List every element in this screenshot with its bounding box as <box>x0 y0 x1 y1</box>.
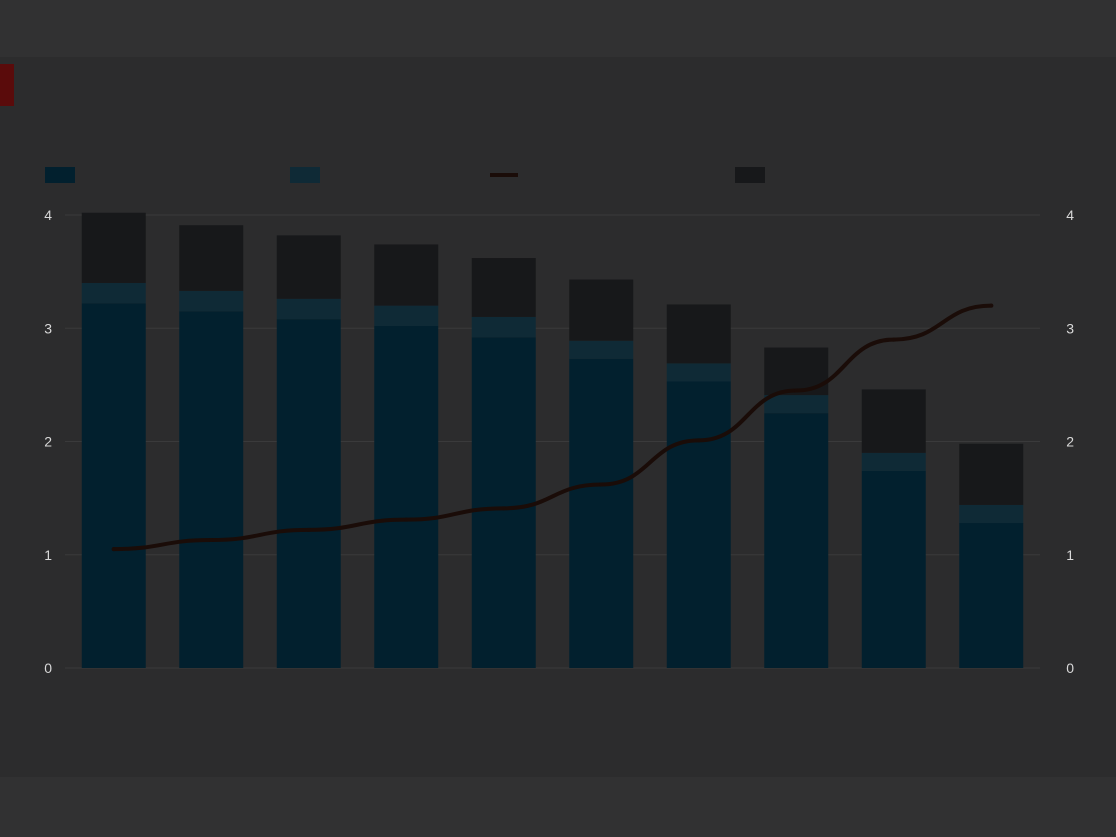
line-point <box>696 438 701 443</box>
accent-marker <box>0 64 14 106</box>
bar-segment-top <box>276 235 341 299</box>
bar-segment-top <box>471 258 536 317</box>
bar-segment-top <box>959 443 1024 505</box>
line-point <box>599 482 604 487</box>
bar-segment-top <box>861 389 926 453</box>
legend-swatch <box>735 167 765 183</box>
y-tick-left: 4 <box>44 207 52 223</box>
bar-segment-main <box>569 358 634 668</box>
line-point <box>404 517 409 522</box>
bar-segment-mid <box>959 504 1024 524</box>
bar-segment-top <box>179 225 244 291</box>
bar-segment-main <box>959 523 1024 668</box>
bar-segment-main <box>764 413 829 668</box>
line-point <box>306 527 311 532</box>
bar-segment-top <box>81 212 146 283</box>
legend-swatch <box>290 167 320 183</box>
bar-segment-top <box>374 244 439 306</box>
y-tick-right: 4 <box>1066 207 1074 223</box>
bar-segment-mid <box>666 363 731 382</box>
bar-segment-main <box>861 470 926 668</box>
line-point <box>209 538 214 543</box>
y-tick-left: 0 <box>44 660 52 676</box>
bar-segment-mid <box>471 316 536 338</box>
bar-segment-mid <box>764 395 829 414</box>
bar-segment-mid <box>81 282 146 304</box>
y-tick-right: 3 <box>1066 320 1074 336</box>
bar-segment-top <box>569 279 634 341</box>
y-tick-right: 2 <box>1066 434 1074 450</box>
y-tick-right: 0 <box>1066 660 1074 676</box>
legend <box>45 167 765 183</box>
y-tick-left: 3 <box>44 320 52 336</box>
bar-segment-main <box>81 303 146 668</box>
bar-segment-main <box>471 337 536 668</box>
y-tick-left: 2 <box>44 434 52 450</box>
bar-segment-main <box>179 311 244 668</box>
bar-segment-main <box>374 325 439 668</box>
line-point <box>501 506 506 511</box>
y-tick-right: 1 <box>1066 547 1074 563</box>
line-point <box>111 547 116 552</box>
y-tick-left: 1 <box>44 547 52 563</box>
legend-swatch <box>45 167 75 183</box>
bar-segment-main <box>666 381 731 668</box>
line-point <box>794 388 799 393</box>
bar-segment-mid <box>374 305 439 326</box>
line-point <box>891 337 896 342</box>
bar-segment-mid <box>179 290 244 312</box>
bar-segment-main <box>276 319 341 668</box>
bar-segment-mid <box>276 298 341 320</box>
line-series <box>111 303 994 552</box>
line-point <box>989 303 994 308</box>
bar-segment-mid <box>861 452 926 471</box>
bar-segment-mid <box>569 340 634 359</box>
bar-segment-top <box>666 304 731 364</box>
